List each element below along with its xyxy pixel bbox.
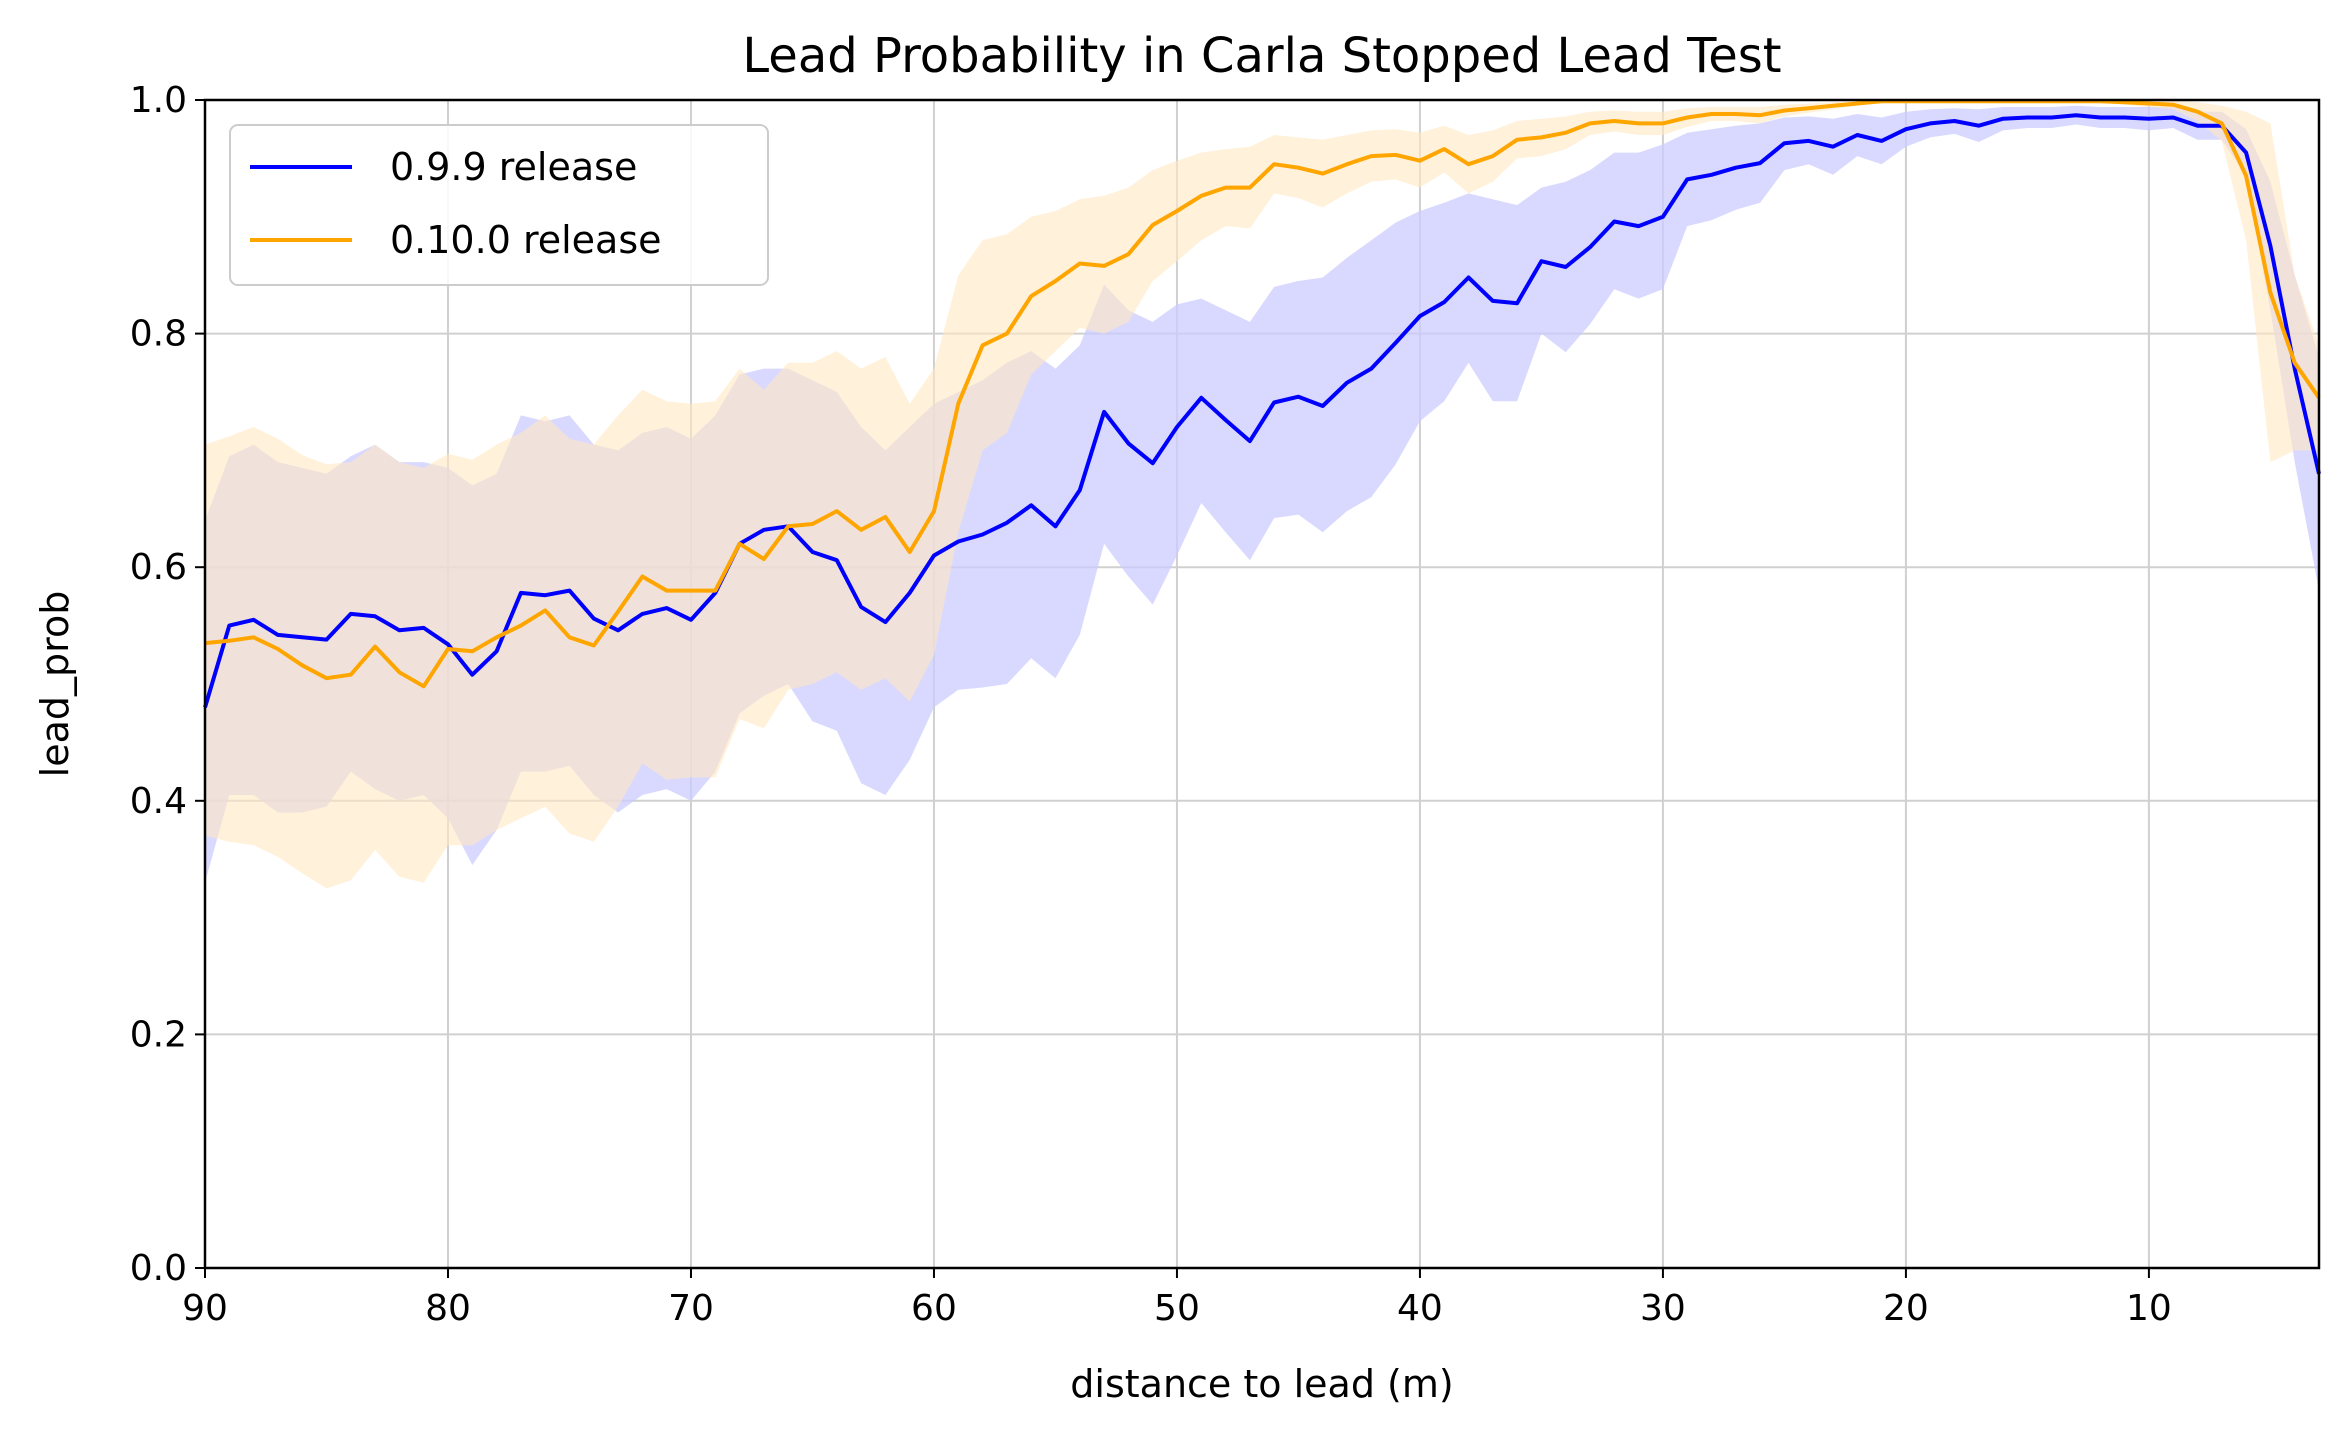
- x-tick-label: 40: [1397, 1288, 1443, 1329]
- legend-label-0-9-9: 0.9.9 release: [390, 145, 637, 189]
- x-tick-label: 70: [668, 1288, 714, 1329]
- x-tick-label: 20: [1883, 1288, 1929, 1329]
- x-tick-label: 90: [182, 1288, 228, 1329]
- band-series-1: [205, 100, 2319, 889]
- legend-label-0-10-0: 0.10.0 release: [390, 218, 662, 262]
- legend: 0.9.9 release 0.10.0 release: [229, 124, 769, 286]
- x-tick-label: 10: [2126, 1288, 2172, 1329]
- x-axis-ticks: 90 80 70 60 50 40 30 20 10: [182, 1268, 2172, 1329]
- y-tick-label: 0.2: [130, 1014, 187, 1055]
- x-axis-title: distance to lead (m): [1070, 1362, 1453, 1406]
- y-tick-label: 0.4: [130, 781, 187, 822]
- legend-box: [229, 124, 769, 286]
- x-tick-label: 80: [425, 1288, 471, 1329]
- y-tick-label: 0.8: [130, 314, 187, 355]
- confidence-bands: [205, 100, 2319, 889]
- y-tick-label: 0.6: [130, 547, 187, 588]
- y-axis-title: lead_prob: [33, 591, 77, 778]
- x-tick-label: 60: [911, 1288, 957, 1329]
- y-tick-label: 1.0: [130, 80, 187, 121]
- chart-title: Lead Probability in Carla Stopped Lead T…: [742, 28, 1781, 84]
- y-tick-label: 0.0: [130, 1248, 187, 1289]
- y-axis-ticks: 0.0 0.2 0.4 0.6 0.8 1.0: [130, 80, 205, 1289]
- plot-frame: [203, 98, 2321, 1270]
- x-tick-label: 50: [1154, 1288, 1200, 1329]
- line-series-0: [203, 113, 2321, 708]
- x-tick-label: 30: [1640, 1288, 1686, 1329]
